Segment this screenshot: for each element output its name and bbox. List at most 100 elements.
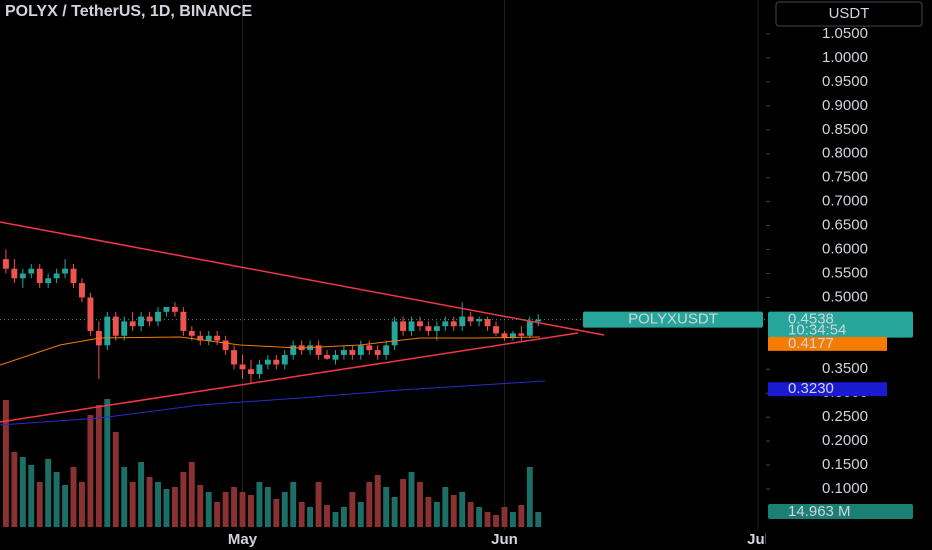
volume-bar: [138, 462, 145, 527]
candle-body: [188, 330, 195, 336]
y-tick-label: 0.9000: [822, 97, 868, 114]
volume-bar: [28, 465, 35, 527]
y-tick-label: 0.5000: [822, 288, 868, 305]
candle-body: [205, 335, 212, 341]
candle-body: [121, 321, 128, 336]
y-tick-label: 0.7500: [822, 169, 868, 186]
moving-average: [0, 336, 541, 366]
volume-bar: [417, 482, 423, 527]
candle-body: [53, 273, 60, 279]
candle-body: [332, 354, 339, 360]
volume-bar: [332, 512, 339, 527]
volume-bar: [290, 482, 297, 527]
candle-body: [476, 318, 483, 322]
y-tick-label: 0.6000: [822, 241, 868, 258]
price-tag: [768, 382, 887, 397]
volume-bar: [366, 482, 373, 527]
y-tick-label: 0.9500: [822, 73, 868, 90]
trendline: [0, 221, 605, 336]
candle-body: [171, 307, 178, 312]
y-tick-label: 0.8500: [822, 121, 868, 138]
candle-body: [383, 345, 390, 355]
volume-bar: [87, 415, 94, 527]
candle-body: [273, 359, 280, 365]
volume-bar: [222, 492, 229, 527]
candle-body: [509, 333, 516, 339]
candle-body: [315, 345, 322, 355]
candle-body: [518, 333, 525, 336]
candle-body: [28, 268, 35, 274]
currency[interactable]: USDT: [829, 5, 870, 22]
volume-bar: [476, 507, 483, 527]
volume-bar: [205, 492, 212, 527]
volume-bar: [459, 492, 466, 527]
currency-button[interactable]: [775, 1, 923, 27]
candle-body: [19, 273, 26, 279]
price-tag-label: 0.4177: [788, 335, 834, 352]
last-price: 0.4538: [788, 311, 834, 328]
candle-body: [79, 283, 85, 298]
volume-bar: [112, 432, 119, 527]
volume-bar: [493, 515, 499, 527]
candle-body: [425, 326, 432, 331]
candle-body: [11, 268, 18, 279]
volume-bar: [146, 477, 153, 527]
symbol-tag: [583, 311, 763, 328]
candle-body: [290, 345, 297, 355]
candle-body: [138, 316, 145, 327]
candle-body: [459, 316, 466, 327]
y-tick-label: 1.0000: [822, 49, 868, 66]
candle-body: [324, 354, 330, 359]
volume-bar: [273, 499, 280, 527]
volume-bar: [442, 487, 449, 527]
price-axis-labels: 0.10000.15000.20000.25000.30000.35000.50…: [766, 25, 868, 497]
x-tick-label: May: [228, 531, 258, 548]
volume-bar: [264, 487, 271, 527]
candle-body: [62, 268, 69, 274]
volume-bar: [2, 400, 9, 527]
candle-body: [239, 364, 246, 370]
candle-body: [197, 335, 204, 341]
volume-bar: [163, 489, 170, 527]
candle-body: [129, 321, 136, 327]
volume-bar: [450, 495, 457, 527]
candle-body: [408, 321, 415, 331]
volume-bar: [129, 482, 136, 527]
candle-body: [214, 335, 221, 341]
candle-body: [450, 321, 457, 327]
volume-bar: [281, 492, 288, 527]
candle-body: [357, 345, 364, 355]
volume-bar: [408, 472, 415, 527]
y-tick-label: 0.8000: [822, 145, 868, 162]
volume-bar: [349, 492, 356, 527]
volume-bar: [535, 512, 542, 527]
volume-bar: [239, 492, 246, 527]
volume-bar: [509, 512, 516, 527]
candle-body: [112, 316, 119, 336]
volume-bar: [383, 487, 390, 527]
candle-body: [442, 321, 449, 327]
volume-bar: [315, 482, 322, 527]
volume-bar: [400, 479, 407, 527]
volume-bar: [433, 502, 440, 527]
volume-bar: [197, 485, 204, 527]
candle-body: [146, 316, 153, 322]
candle-body: [70, 268, 77, 284]
candle-body: [400, 321, 407, 331]
trendline: [0, 332, 579, 423]
candle-body: [417, 321, 423, 327]
y-tick-label: 0.2000: [822, 432, 868, 449]
y-tick-label: 0.1000: [822, 480, 868, 497]
volume-bar: [36, 482, 43, 527]
volume-bar: [53, 472, 60, 527]
volume-bar: [298, 502, 305, 527]
countdown: 10:34:54: [788, 322, 846, 339]
volume-bar: [324, 505, 330, 527]
volume-bar: [340, 507, 347, 527]
candle-body: [467, 316, 474, 322]
y-tick-label: 0.3500: [822, 360, 868, 377]
candle-body: [2, 259, 9, 269]
volume-bar: [171, 487, 178, 527]
volume-bar: [19, 457, 26, 527]
